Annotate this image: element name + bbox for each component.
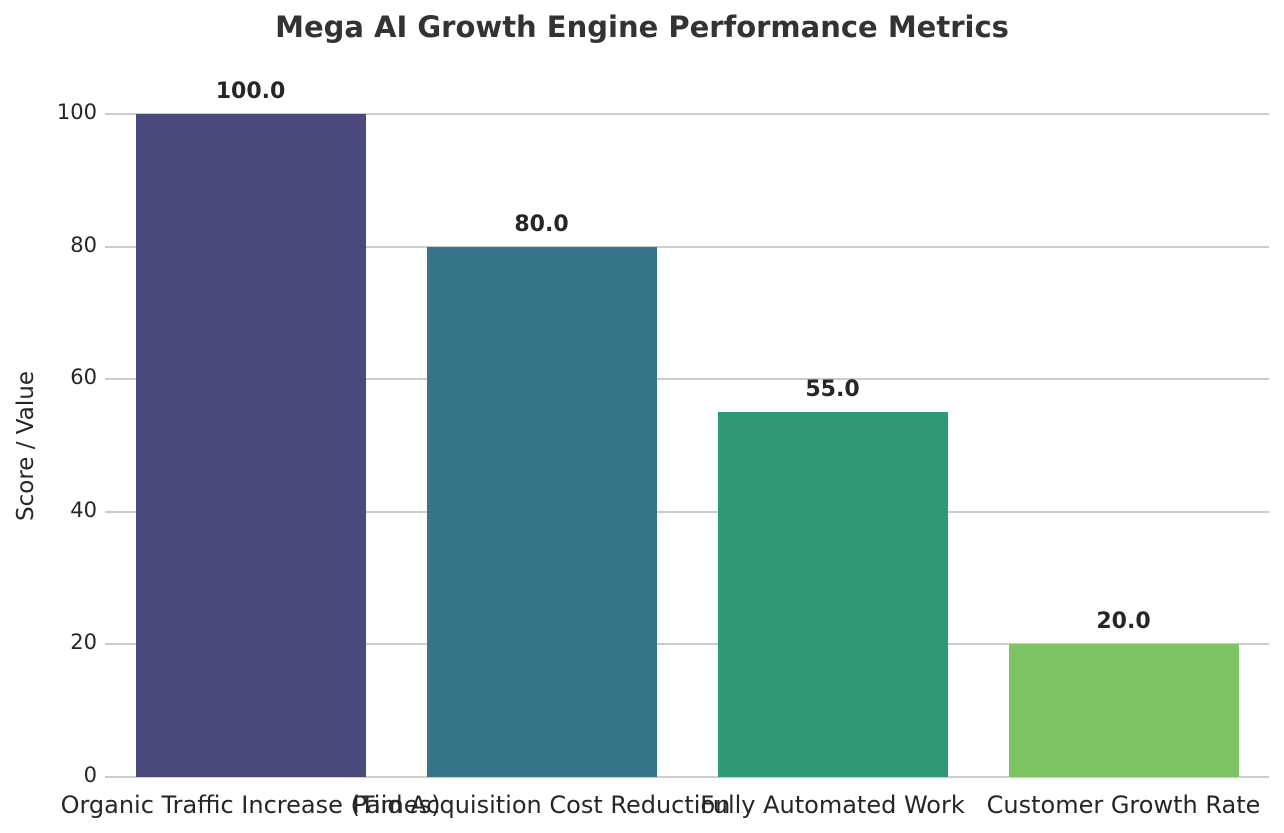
x-tick-label: Fully Automated Work [700,791,965,819]
y-tick-label: 100 [56,100,97,124]
bar-value-label: 80.0 [514,211,569,237]
gridline [105,245,1269,248]
bar [426,246,657,777]
bar-value-label: 100.0 [215,79,286,104]
y-tick-label: 60 [70,365,97,390]
x-axis-ticks: Organic Traffic Increase (Times) Paid Acq… [61,791,1269,825]
bar-value-label: 20.0 [1096,609,1151,635]
plot-area: 100.0 80.0 55.0 20.0 [105,79,1269,778]
x-tick-label: Organic Traffic Increase (Times) [60,791,441,819]
bar [135,114,366,777]
gridline [105,113,1269,115]
y-axis-ticks: 0 20 40 60 80 100 [0,102,97,786]
gridline [105,776,1269,778]
y-tick-label: 20 [70,630,97,655]
bar [1008,644,1239,777]
bar-value-label: 55.0 [805,377,860,403]
y-tick-label: 0 [83,763,97,787]
gridline [105,643,1269,646]
y-tick-label: 80 [70,232,97,257]
x-tick-label: Paid Acquisition Cost Reduction [352,791,731,819]
y-tick-label: 40 [70,497,97,522]
bar [717,412,948,777]
gridline [105,510,1269,513]
x-tick-label: Customer Growth Rate [986,791,1261,819]
gridline [105,378,1269,381]
chart-title: Mega AI Growth Engine Performance Metric… [275,10,1009,44]
